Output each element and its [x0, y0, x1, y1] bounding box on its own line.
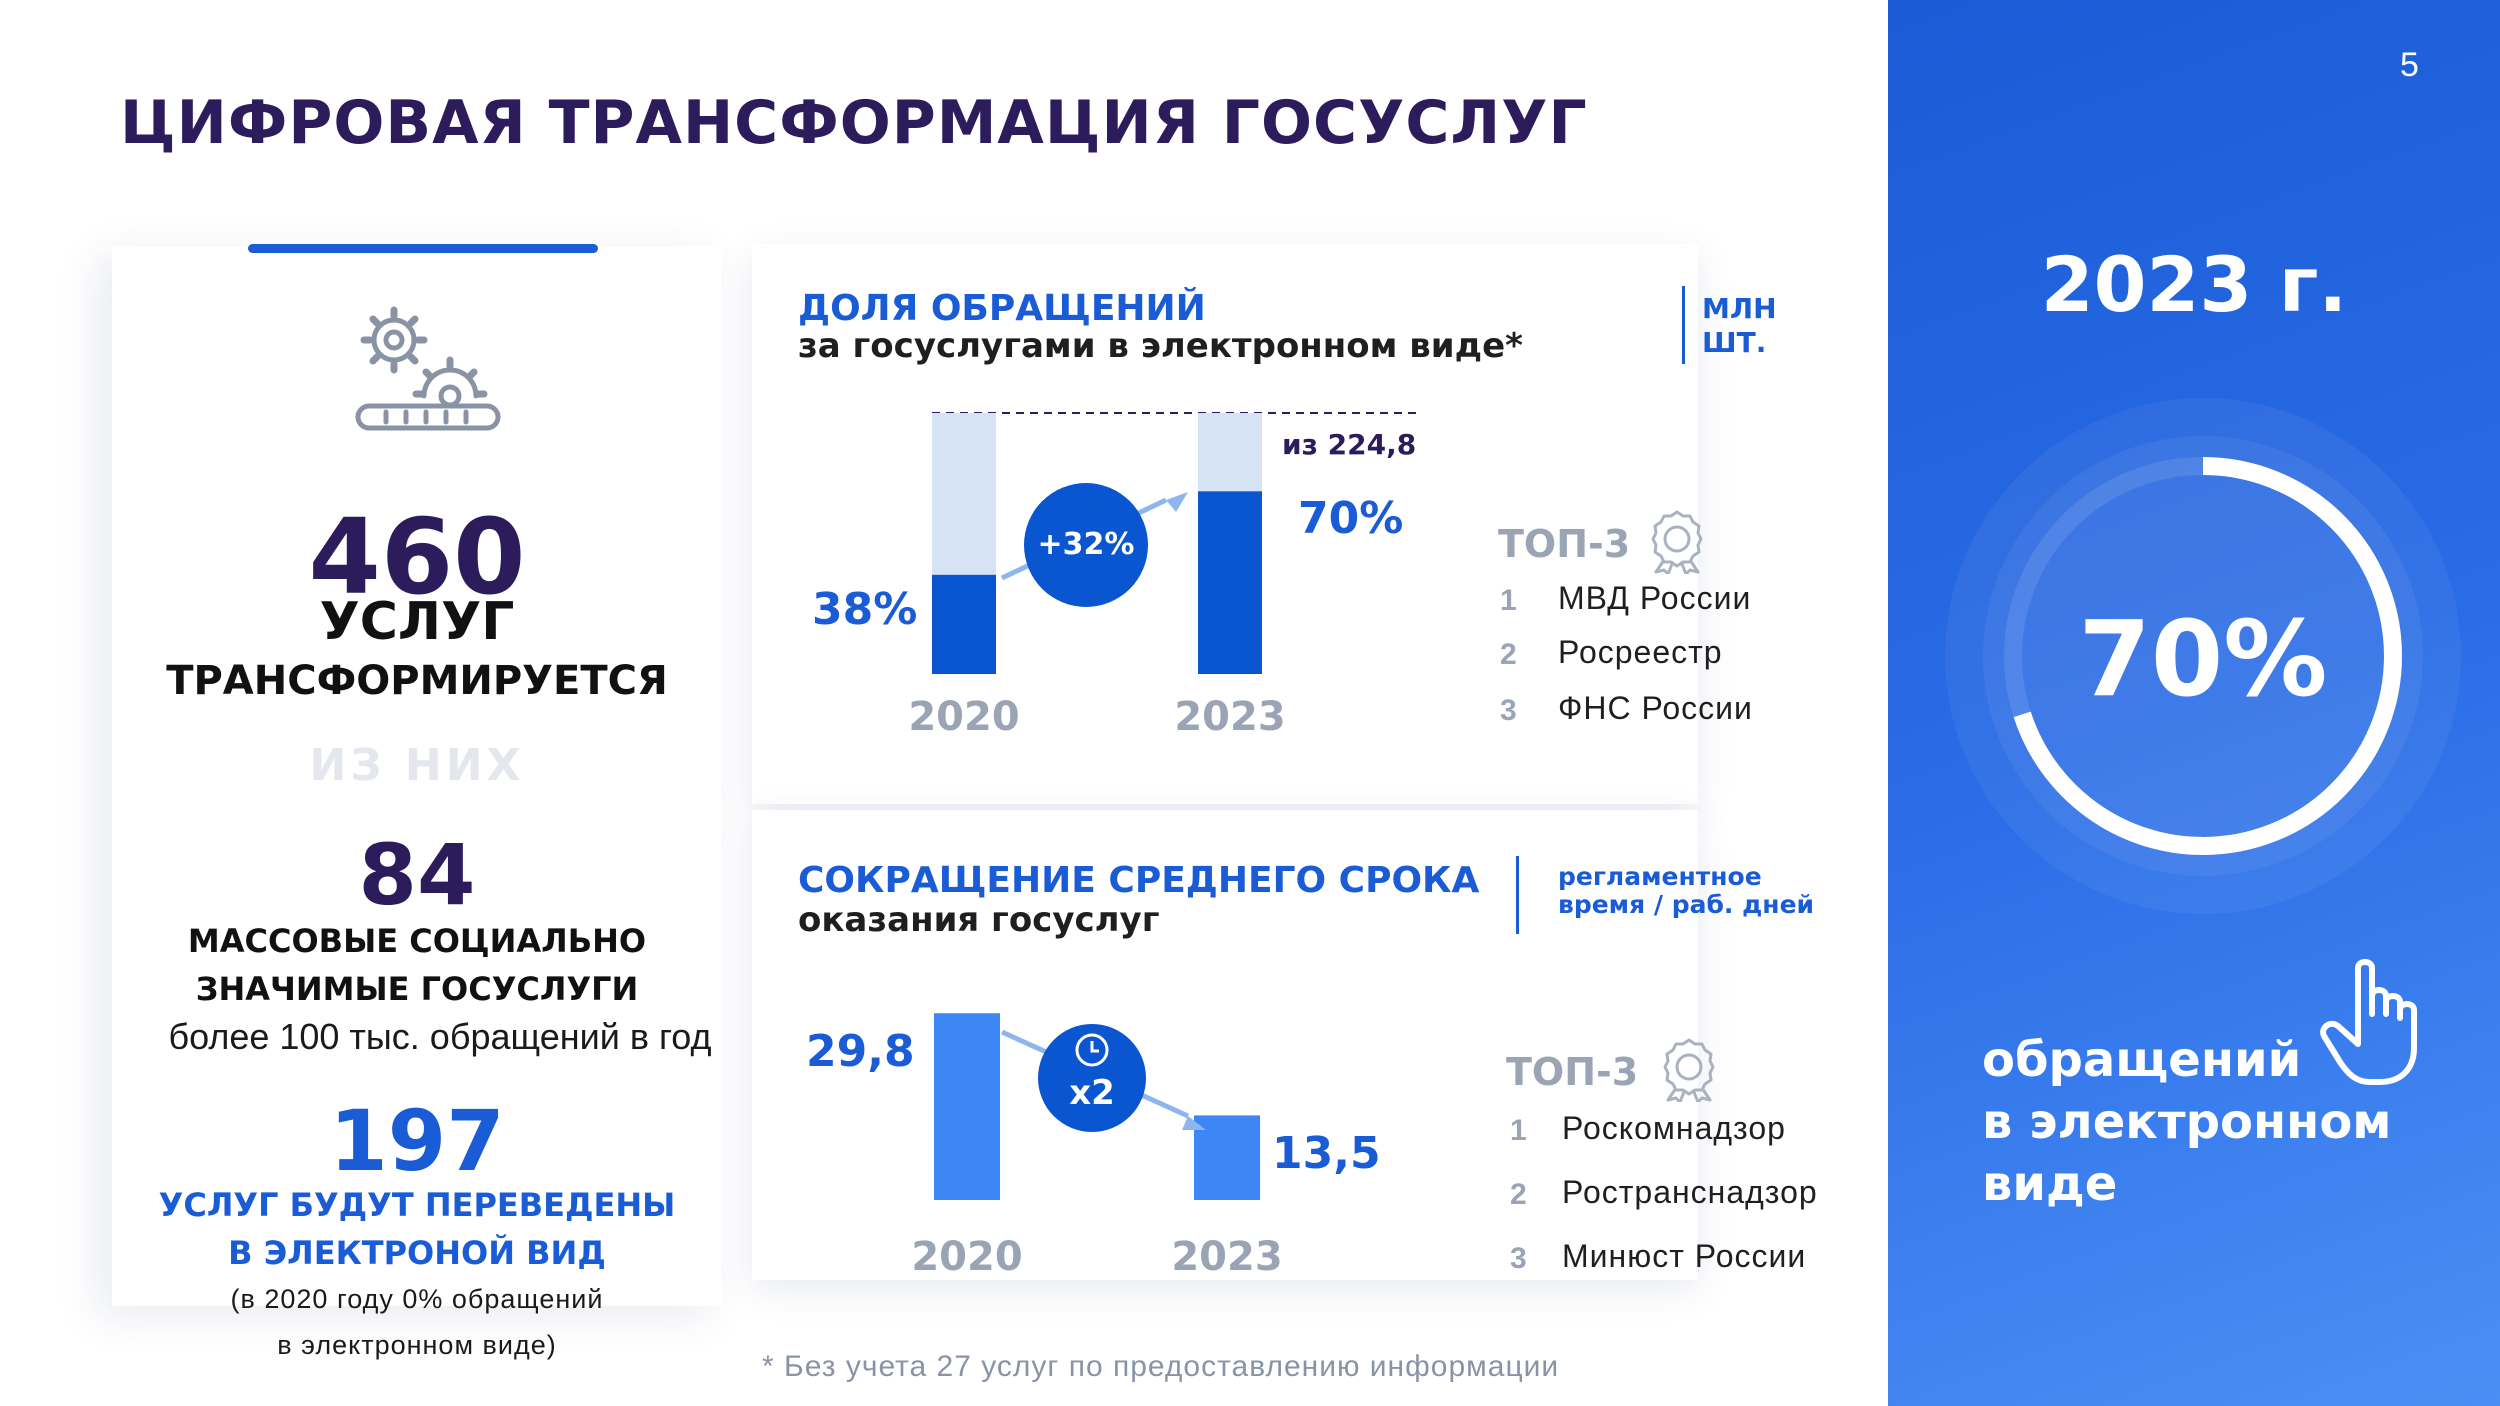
- summary-caption-1: обращений: [1982, 1032, 2302, 1088]
- mass-services-label-1: МАССОВЫЕ СОЦИАЛЬНО: [187, 922, 647, 960]
- mass-services-label-2: ЗНАЧИМЫЕ ГОСУСЛУГИ: [195, 970, 639, 1008]
- share-bar-2020: [932, 574, 996, 674]
- award-icon: [1651, 510, 1703, 574]
- digital-note-1: (в 2020 году 0% обращений: [230, 1284, 604, 1314]
- factor-value: x2: [1069, 1073, 1115, 1113]
- share-top-rank-3: 3: [1500, 694, 1517, 727]
- digital-services-label-2: В ЭЛЕКТРОНОЙ ВИД: [228, 1234, 606, 1272]
- time-top-rank-1: 1: [1510, 1114, 1527, 1147]
- digital-services-label-1: УСЛУГ БУДУТ ПЕРЕВЕДЕНЫ: [158, 1186, 676, 1224]
- summary-year: 2023 г.: [2040, 240, 2348, 329]
- card-accent-bar: [248, 244, 598, 253]
- award-icon: [1663, 1038, 1715, 1102]
- gears-conveyor-icon: [355, 306, 501, 431]
- share-unit-1: МЛН: [1702, 292, 1777, 325]
- services-total-count: 460: [308, 496, 526, 618]
- time-unit-1: регламентное: [1558, 862, 1762, 891]
- share-value-label-2020: 38%: [812, 584, 917, 635]
- mass-services-threshold: более 100 тыс. обращений в год: [168, 1016, 712, 1057]
- time-bar-2023: [1194, 1115, 1260, 1200]
- digital-note-2: в электронном виде): [277, 1330, 557, 1360]
- factor-badge: [1038, 1024, 1146, 1132]
- growth-value: +32%: [1038, 527, 1135, 562]
- summary-panel: [1888, 0, 2500, 1406]
- share-year-label-2023: 2023: [1174, 694, 1285, 740]
- share-subtitle: за госуслугами в электронном виде*: [798, 326, 1523, 366]
- unit-divider-2: [1516, 856, 1519, 934]
- time-value-label-2023: 13,5: [1272, 1128, 1381, 1179]
- percent-ring: 70%: [1945, 398, 2461, 914]
- time-top-rank-2: 2: [1510, 1178, 1527, 1211]
- summary-caption-3: виде: [1982, 1156, 2118, 1212]
- time-top-title: ТОП-3: [1506, 1050, 1639, 1094]
- share-top-org-1: МВД России: [1558, 580, 1752, 616]
- time-top-org-2: Ространснадзор: [1562, 1174, 1818, 1210]
- share-title: ДОЛЯ ОБРАЩЕНИЙ: [798, 288, 1206, 329]
- of-them-label: ИЗ НИХ: [309, 740, 525, 791]
- time-top-org-1: Роскомнадзор: [1562, 1110, 1786, 1146]
- page-title: ЦИФРОВАЯ ТРАНСФОРМАЦИЯ ГОСУСЛУГ: [120, 88, 1588, 158]
- summary-percent: 70%: [2079, 598, 2328, 720]
- share-bars: [932, 413, 1262, 674]
- share-value-label-2023: 70%: [1298, 493, 1403, 544]
- share-top-rank-2: 2: [1500, 638, 1517, 671]
- share-top-title: ТОП-3: [1498, 522, 1631, 566]
- growth-arrow-head: [1166, 492, 1188, 512]
- time-top-rank-3: 3: [1510, 1242, 1527, 1275]
- footnote: * Без учета 27 услуг по предоставлению и…: [762, 1350, 1560, 1383]
- time-subtitle: оказания госуслуг: [798, 900, 1160, 940]
- summary-caption-2: в электронном: [1982, 1094, 2392, 1150]
- time-labels: 29,8 2020 13,5 2023: [806, 1026, 1381, 1280]
- pointing-hand-icon: [2320, 959, 2417, 1085]
- services-total-label: УСЛУГ: [319, 592, 515, 652]
- time-unit-2: время / раб. дней: [1558, 890, 1815, 919]
- time-value-label-2020: 29,8: [806, 1026, 915, 1077]
- share-unit-2: ШТ.: [1702, 326, 1767, 359]
- ring-progress-arc: [2004, 457, 2402, 855]
- time-title: СОКРАЩЕНИЕ СРЕДНЕГО СРОКА: [798, 860, 1480, 901]
- growth-badge: [1024, 483, 1148, 607]
- total-label: из 224,8: [1282, 428, 1417, 461]
- share-bar-remainder-2020: [932, 413, 996, 575]
- services-transform-label: ТРАНСФОРМИРУЕТСЯ: [166, 658, 668, 704]
- mass-services-count: 84: [358, 826, 476, 924]
- page-number: 5: [2400, 46, 2419, 84]
- term-reduction-card: [752, 810, 1698, 1280]
- time-top-org-3: Минюст России: [1562, 1238, 1807, 1274]
- share-bar-remainder-2023: [1198, 413, 1262, 492]
- reduction-arrow-head: [1182, 1116, 1206, 1130]
- share-top-org-2: Росреестр: [1558, 634, 1723, 670]
- digital-services-count: 197: [329, 1092, 505, 1190]
- share-bar-2023: [1198, 491, 1262, 674]
- services-card: [112, 246, 722, 1306]
- share-top-rank-1: 1: [1500, 584, 1517, 617]
- share-year-label-2020: 2020: [908, 694, 1019, 740]
- clock-icon: [1075, 1033, 1109, 1067]
- ring-halo-inner: [1983, 436, 2423, 876]
- unit-divider: [1682, 286, 1685, 364]
- time-year-label-2023: 2023: [1171, 1234, 1282, 1280]
- share-top-org-3: ФНС России: [1558, 690, 1753, 726]
- share-labels: 38% 2020 70% 2023: [812, 493, 1403, 740]
- time-bar-2020: [934, 1013, 1000, 1200]
- time-year-label-2020: 2020: [911, 1234, 1022, 1280]
